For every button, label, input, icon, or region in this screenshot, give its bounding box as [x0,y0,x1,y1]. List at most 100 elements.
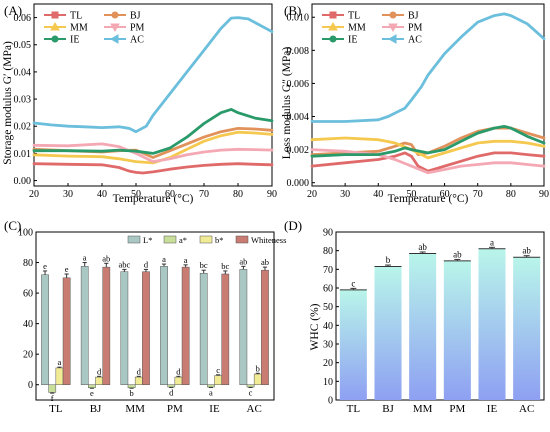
panel-d-significance-letter: c [351,278,355,288]
panel-a-legend-marker [109,34,119,44]
panel-a-legend-marker [51,11,59,19]
panel-c-bar [134,376,143,385]
panel-c-ytick-label: 0 [28,380,33,391]
panel-c-bar [80,266,89,385]
panel-b-xlabel: Temperature (°C) [388,193,469,205]
panel-c-significance-letter: bc [200,260,208,270]
panel-b-xtick-label: 80 [506,189,516,200]
panel-c-legend-swatch [235,235,249,244]
panel-d-category-label: IE [487,403,498,415]
panel-b-xtick-label: 90 [539,189,549,200]
panel-d-label: (D) [284,218,302,233]
panel-c-bar [174,376,183,385]
panel-d-bar [409,253,437,400]
panel-d-bar [478,248,506,400]
panel-d-bar [513,257,541,400]
panel-c-bar [160,266,168,385]
panel-c-significance-letter: ab [261,257,269,267]
panel-d-category-label: MM [413,403,433,415]
panel-c-category-label: AC [247,403,262,415]
panel-a-xtick-label: 30 [63,189,73,200]
panel-b-ylabel: Loss modulus G″ (MPa) [281,47,293,160]
panel-c-significance-letter: b [129,388,133,398]
panel-a-plot: 20 30 40 50 60 70 80 90 0.00 0.01 0.02 0.03 0.04 0.05… [14,3,277,200]
panel-d-ytick-label: 80 [323,246,333,257]
panel-d-significance-letter: ab [453,249,462,259]
panel-c-significance-letter: a [209,387,213,397]
panel-d-significance-letter: a [490,237,494,247]
panel-b-xtick-label: 20 [307,189,317,200]
panel-d-significance-letter: ab [522,246,531,256]
panel-b-series-mm-line [310,136,546,160]
panel-d-ytick-label: 40 [323,321,333,332]
panel-c-significance-letter: d [169,387,174,397]
panel-a-legend-marker [110,23,120,33]
panel-a-ylabel: Storage modulus G′ (MPa) [2,41,14,165]
panel-b-series-ie-line [310,125,546,158]
panel-c-significance-letter: e [90,388,94,398]
panel-a-series-ac-line [32,16,274,134]
panel-c-legend-swatch [163,235,177,244]
panel-d-bar [443,260,471,400]
panel-b-legend-marker [389,11,397,19]
panel-a-ytick-label: 0.04 [14,67,32,78]
panel-b-legend-label: BJ [408,11,419,22]
panel-a-xtick-label: 50 [131,189,141,200]
panel-c-label: (C) [4,218,21,233]
panel-d-ytick-label: 50 [323,302,333,313]
panel-b-frame [311,3,545,187]
panel-c-significance-letter: a [184,255,188,265]
panel-a-ytick-label: 0.01 [14,149,32,160]
panel-c-bar [62,277,71,385]
panel-c-ytick-label: 60 [23,289,33,300]
panel-c-ytick-label: 40 [23,319,33,330]
panel-b-legend-label: AC [408,35,422,46]
panel-c-significance-letter: ab [239,256,247,266]
panel-a-series-pm-line [32,142,274,163]
panel-c-ytick-label: 20 [23,350,33,361]
panel-d-significance-letter: b [386,255,391,265]
panel-c-significance-letter: d [176,366,181,376]
panel-c-category-label: MM [125,403,145,415]
panel-a-legend-label: IE [70,35,79,46]
panel-d-plot: 0 10 20 30 40 50 60 70 80 90 c TL b BJ ab MM ab PM a IE ab AC [323,228,545,415]
panel-d-ytick-label: 70 [323,265,333,276]
panel-b-legend-label: MM [348,23,366,34]
panel-a-legend-marker [50,21,60,31]
panel-b-xtick-label: 30 [340,189,350,200]
panel-d-frame [335,231,545,401]
panel-c-bar [120,271,129,385]
panel-c-bar [55,367,64,385]
panel-c-bar [214,375,222,385]
panel-a-ytick-label: 0.02 [14,122,32,133]
panel-c-bar [261,269,269,385]
panel-a-legend-marker [111,11,119,19]
panel-a-legend-label: TL [70,11,82,22]
panel-c-frame [35,231,275,401]
panel-c-legend-swatch [199,235,213,244]
panel-a-series-tl-line [32,162,274,175]
panel-d-bar [339,289,367,400]
panel-d-category-label: TL [347,403,361,415]
panel-c-category-label: IE [209,403,220,415]
panel-b-series-tl-line [310,151,546,173]
panel-b-label: (B) [284,3,301,18]
panel-a-series-ie-line [32,108,274,155]
panel-b-ytick-label: 0.010 [287,13,310,24]
panel-c-legend-label: Whiteness [251,235,286,245]
panel-a-xlabel: Temperature (°C) [113,193,194,205]
panel-c-significance-letter: a [83,253,87,263]
panel-c-bar [239,269,248,385]
panel-b-series-ac-line [310,12,546,123]
panel-c-category-label: BJ [90,403,102,415]
panel-b-legend-label: IE [348,35,357,46]
panel-c-significance-letter: d [137,366,142,376]
panel-c-bar [95,376,103,385]
panel-a-ytick-label: 0.00 [14,176,32,187]
panel-a-frame [33,3,273,187]
panel-c-significance-letter: bc [221,261,229,271]
panel-c-legend-swatch [127,235,141,244]
panel-b-ytick-label: 0.002 [287,145,310,156]
panel-b-ytick-label: 0.000 [287,178,310,189]
